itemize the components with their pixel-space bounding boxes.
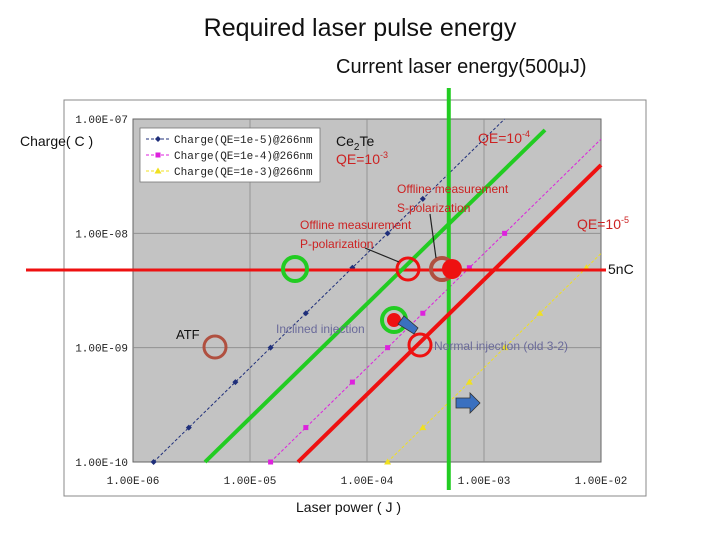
annotation-qe-1e-4: QE=10-4 (478, 129, 530, 146)
data-point (384, 230, 391, 237)
data-point (185, 424, 192, 431)
annotation-inclined: Inclined injection (276, 322, 365, 336)
data-point (302, 310, 309, 317)
data-point (419, 424, 427, 431)
annotation-offline-s-line1: Offline measurement (397, 182, 509, 196)
page-title: Required laser pulse energy (203, 14, 517, 42)
data-point (155, 152, 161, 158)
arrow-s-pol-pointer (429, 213, 437, 259)
annotation-5nc: 5nC (608, 261, 634, 277)
data-point (501, 344, 509, 351)
red-diagonal-line (296, 163, 603, 464)
x-tick-label: 1.00E-05 (224, 476, 277, 488)
x-tick-label: 1.00E-06 (107, 476, 160, 488)
arrow-p-pol-pointer (364, 247, 400, 263)
blue-arrow-inclined (397, 315, 419, 335)
data-point (385, 345, 391, 351)
data-point (268, 459, 274, 465)
data-point (303, 425, 309, 431)
data-point (150, 459, 157, 465)
overlay-lines (26, 88, 606, 490)
data-point (155, 136, 161, 142)
data-point (267, 344, 274, 351)
x-axis-label: Laser power ( J ) (296, 499, 401, 515)
page-subtitle: Current laser energy(500μJ) (336, 56, 587, 78)
blue-arrow-right (455, 392, 481, 414)
axis-ticks: 1.00E-06 1.00E-05 1.00E-04 1.00E-03 1.00E-02… (75, 115, 627, 488)
legend-label: Charge(QE=1e-3)@266nm (174, 167, 313, 179)
data-point (420, 310, 426, 316)
series-line (270, 138, 602, 463)
data-point (154, 167, 162, 174)
annotation-offline-p-line2: P-polarization (300, 237, 373, 251)
green-diagonal-line (203, 128, 547, 464)
y-tick-label: 1.00E-10 (75, 458, 128, 470)
x-tick-label: 1.00E-02 (575, 476, 628, 488)
legend-label: Charge(QE=1e-4)@266nm (174, 151, 313, 163)
annotation-ce2te: Ce2Te (336, 133, 374, 153)
series-line (153, 118, 505, 463)
series-2 (268, 138, 602, 465)
annotation-offline-p-line1: Offline measurement (300, 218, 412, 232)
y-tick-label: 1.00E-08 (75, 229, 128, 241)
annotation-qe-1e-3: QE=10-3 (336, 150, 388, 167)
y-axis-label: Charge( C ) (20, 133, 93, 149)
circle-red-normal (407, 332, 433, 358)
data-point (536, 309, 544, 316)
circle-green-qe3 (281, 255, 309, 283)
x-tick-label: 1.00E-04 (341, 476, 394, 488)
series-layer (150, 118, 602, 465)
legend-label: Charge(QE=1e-5)@266nm (174, 135, 313, 147)
data-point (232, 379, 239, 386)
circle-brown-atf (202, 334, 228, 360)
legend: Charge(QE=1e-5)@266nm Charge(QE=1e-4)@266… (139, 127, 321, 183)
data-point (349, 379, 355, 385)
y-tick-label: 1.00E-07 (75, 115, 128, 127)
data-point (466, 265, 472, 271)
annotation-normal: Normal injection (old 3-2) (434, 339, 568, 353)
arrows (364, 213, 481, 414)
data-point (502, 230, 508, 236)
dot-red-inclined (387, 313, 401, 327)
data-point (419, 195, 426, 202)
dot-red-current (442, 259, 462, 279)
x-tick-label: 1.00E-03 (458, 476, 511, 488)
series-1 (150, 118, 505, 465)
annotation-qe-1e-5: QE=10-5 (577, 215, 629, 232)
annotation-atf: ATF (176, 327, 200, 342)
annotation-offline-s-line2: S-polarization (397, 201, 470, 215)
legend-box (139, 127, 321, 183)
data-point (465, 378, 473, 385)
circle-red-p-pol (395, 256, 421, 282)
data-point (384, 458, 392, 465)
y-tick-label: 1.00E-09 (75, 344, 128, 356)
